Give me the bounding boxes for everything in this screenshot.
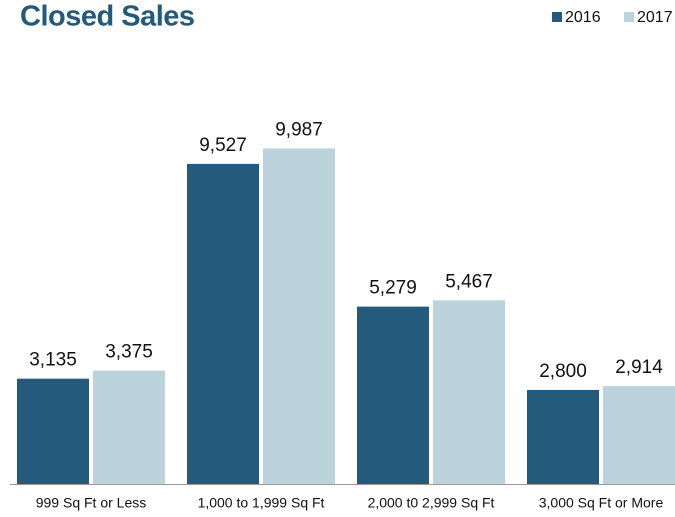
legend-swatch: [624, 12, 634, 22]
value-label: 5,467: [445, 271, 493, 292]
bar: [187, 163, 259, 484]
value-label: 9,527: [199, 135, 247, 156]
legend-label: 2016: [565, 9, 601, 26]
bar: [357, 306, 429, 484]
x-tick-label: 999 Sq Ft or Less: [36, 495, 147, 511]
value-label: 3,375: [105, 342, 153, 363]
value-label: 2,914: [615, 357, 663, 378]
value-label: 2,800: [539, 361, 587, 382]
x-tick-label: 3,000 Sq Ft or More: [539, 495, 664, 511]
bar: [603, 386, 675, 484]
bar: [17, 378, 89, 484]
bar: [527, 389, 599, 484]
x-tick-label: 1,000 to 1,999 Sq Ft: [198, 495, 325, 511]
legend-swatch: [552, 12, 562, 22]
bar: [93, 370, 165, 484]
x-tick-label: 2,000 t0 2,999 Sq Ft: [368, 495, 495, 511]
legend-label: 2017: [637, 9, 673, 26]
bar: [263, 148, 335, 484]
value-label: 3,135: [29, 350, 77, 371]
bar: [433, 300, 505, 484]
value-label: 5,279: [369, 278, 417, 299]
chart-title: Closed Sales: [20, 1, 195, 33]
value-label: 9,987: [275, 119, 323, 140]
